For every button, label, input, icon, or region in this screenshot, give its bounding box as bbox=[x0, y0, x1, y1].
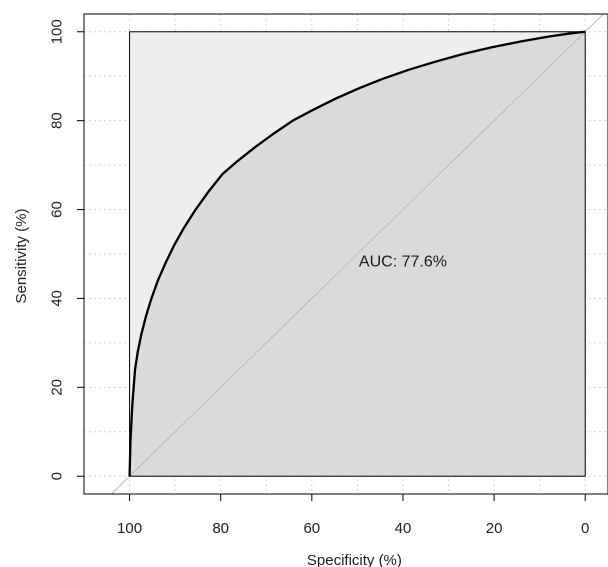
roc-curve bbox=[128, 30, 586, 477]
y-tick-label: 80 bbox=[49, 112, 66, 129]
y-axis: 0 20 40 60 80 100 bbox=[49, 19, 85, 480]
y-tick-label: 20 bbox=[49, 379, 66, 396]
x-tick-label: 60 bbox=[303, 520, 320, 537]
roc-inner-frame bbox=[129, 31, 586, 477]
x-axis: 100 80 60 40 20 0 bbox=[117, 493, 589, 537]
x-tick-label: 20 bbox=[486, 520, 503, 537]
x-tick-label: 40 bbox=[395, 520, 412, 537]
y-tick-label: 100 bbox=[49, 19, 66, 44]
x-axis-title: Specificity (%) bbox=[307, 552, 402, 567]
x-tick-label: 100 bbox=[117, 520, 142, 537]
x-tick-label: 80 bbox=[212, 520, 229, 537]
x-tick-label: 0 bbox=[581, 520, 589, 537]
y-tick-label: 60 bbox=[49, 201, 66, 218]
y-axis-title: Sensitivity (%) bbox=[13, 208, 30, 303]
y-tick-label: 40 bbox=[49, 290, 66, 307]
chance-diagonal bbox=[110, 13, 604, 495]
y-tick-label: 0 bbox=[49, 472, 66, 480]
auc-annotation: AUC: 77.6% bbox=[359, 254, 447, 271]
